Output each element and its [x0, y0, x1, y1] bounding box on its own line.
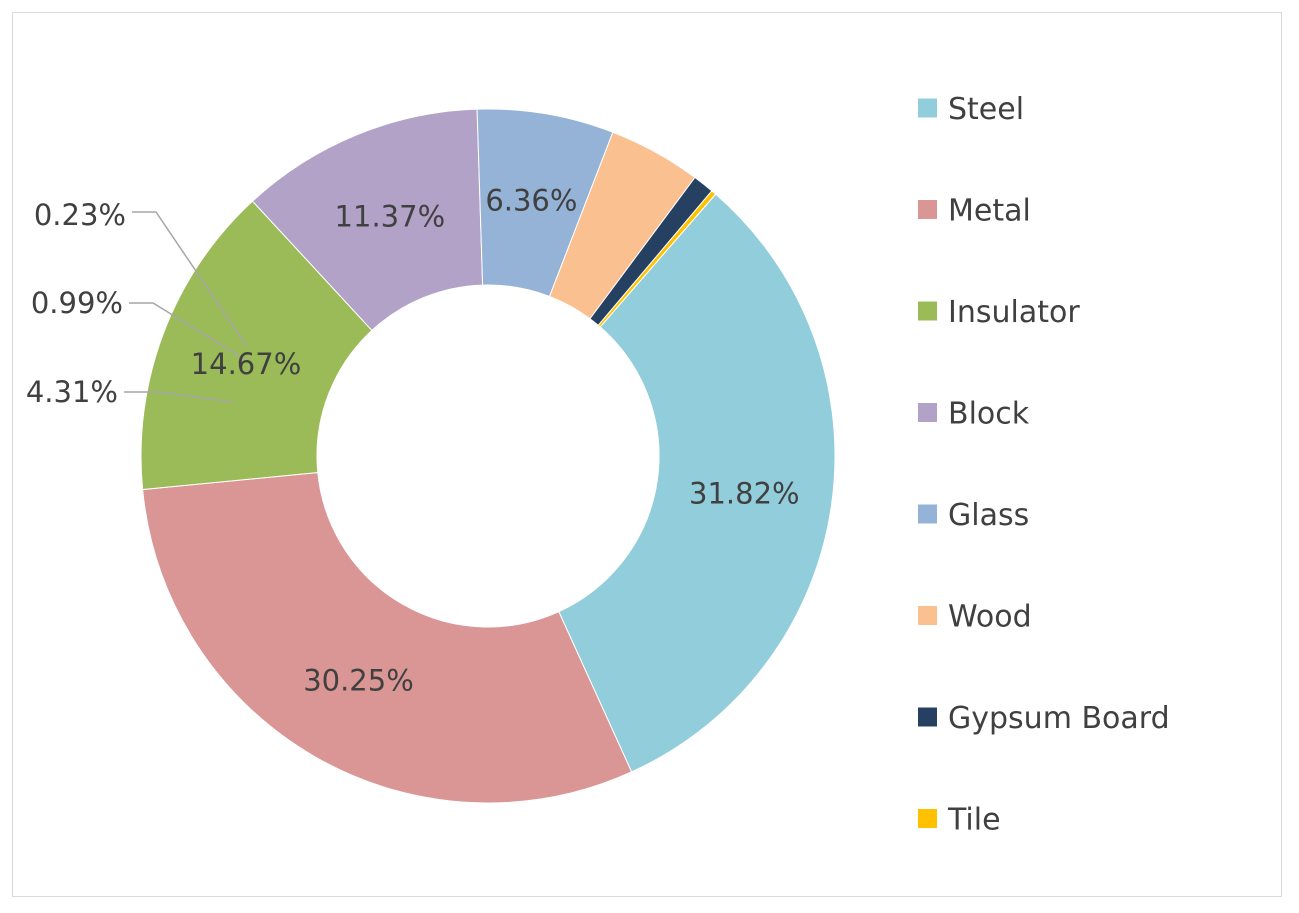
legend-item-steel: Steel — [918, 92, 1024, 127]
legend-label-block: Block — [948, 397, 1030, 432]
legend-swatch-steel — [918, 98, 937, 118]
slice-insulator — [140, 200, 373, 491]
legend: Steel Metal Insulator Block Glass Wood Gypsum … — [918, 92, 1170, 838]
slice-steel — [558, 193, 836, 773]
legend-item-insulator: Insulator — [918, 295, 1080, 330]
legend-label-steel: Steel — [948, 92, 1024, 127]
leader-line-wood — [124, 391, 234, 403]
legend-item-block: Block — [918, 397, 1030, 432]
legend-item-wood: Wood — [918, 600, 1032, 635]
data-label-tile: 0.23% — [34, 198, 126, 232]
slice-metal — [142, 471, 633, 804]
slice-tile — [597, 190, 717, 328]
legend-swatch-glass — [918, 504, 937, 524]
data-label-insulator: 14.67% — [191, 347, 302, 381]
legend-item-metal: Metal — [918, 194, 1031, 229]
data-labels-group: 31.82% 30.25% 14.67% 11.37% 6.36% 4.31% 0.99% 0… — [26, 184, 800, 698]
legend-swatch-metal — [918, 200, 937, 219]
legend-label-insulator: Insulator — [948, 295, 1080, 330]
legend-swatch-insulator — [918, 301, 937, 321]
legend-label-glass: Glass — [948, 498, 1029, 533]
legend-swatch-wood — [918, 606, 937, 625]
data-label-block: 11.37% — [335, 199, 446, 233]
data-label-glass: 6.36% — [485, 184, 577, 218]
legend-label-metal: Metal — [948, 194, 1031, 229]
data-label-metal: 30.25% — [303, 663, 414, 697]
legend-label-wood: Wood — [948, 600, 1032, 635]
legend-swatch-tile — [918, 809, 937, 828]
leader-line-tile — [132, 211, 247, 346]
data-label-steel: 31.82% — [689, 476, 800, 510]
data-label-gypsum-board: 0.99% — [31, 286, 123, 320]
legend-label-tile: Tile — [947, 803, 1001, 838]
legend-label-gypsum-board: Gypsum Board — [948, 701, 1170, 736]
legend-swatch-block — [918, 403, 937, 422]
slices-group — [140, 108, 836, 804]
leader-lines-group — [124, 211, 247, 403]
legend-item-glass: Glass — [918, 498, 1029, 533]
legend-swatch-gypsum-board — [918, 707, 937, 727]
data-label-wood: 4.31% — [26, 375, 118, 409]
leader-line-gypsum-board — [129, 302, 247, 361]
legend-item-gypsum-board: Gypsum Board — [918, 701, 1170, 736]
legend-item-tile: Tile — [918, 803, 1001, 838]
